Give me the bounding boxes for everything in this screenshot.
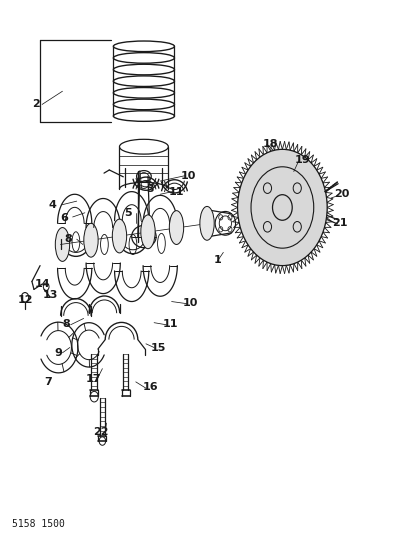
Ellipse shape bbox=[199, 206, 213, 240]
Text: 16: 16 bbox=[142, 382, 157, 392]
Text: 5: 5 bbox=[124, 208, 131, 218]
Text: 6: 6 bbox=[61, 213, 68, 223]
Text: 4: 4 bbox=[48, 200, 56, 210]
Ellipse shape bbox=[112, 219, 126, 253]
Ellipse shape bbox=[83, 223, 98, 257]
Text: 8: 8 bbox=[65, 234, 72, 244]
Text: 8: 8 bbox=[63, 319, 70, 329]
Text: 21: 21 bbox=[331, 219, 346, 228]
Ellipse shape bbox=[55, 228, 70, 261]
Text: 13: 13 bbox=[43, 289, 58, 300]
Text: 15: 15 bbox=[150, 343, 166, 352]
Text: 18: 18 bbox=[262, 139, 277, 149]
Text: 11: 11 bbox=[162, 319, 178, 329]
Text: 14: 14 bbox=[34, 279, 50, 289]
Text: 19: 19 bbox=[294, 155, 310, 165]
Text: 11: 11 bbox=[169, 187, 184, 197]
Circle shape bbox=[237, 149, 326, 265]
Text: 2: 2 bbox=[32, 100, 40, 109]
Text: 22: 22 bbox=[93, 427, 109, 437]
Text: 20: 20 bbox=[333, 189, 348, 199]
Text: 10: 10 bbox=[182, 297, 198, 308]
Text: 7: 7 bbox=[44, 377, 52, 387]
Text: 12: 12 bbox=[18, 295, 34, 305]
Ellipse shape bbox=[140, 215, 155, 249]
Text: 3: 3 bbox=[146, 184, 153, 194]
Text: 5158 1500: 5158 1500 bbox=[11, 519, 64, 529]
Ellipse shape bbox=[169, 211, 183, 245]
Text: 9: 9 bbox=[54, 348, 62, 358]
Text: 10: 10 bbox=[181, 171, 196, 181]
Text: 1: 1 bbox=[213, 255, 220, 265]
Text: 17: 17 bbox=[85, 374, 101, 384]
